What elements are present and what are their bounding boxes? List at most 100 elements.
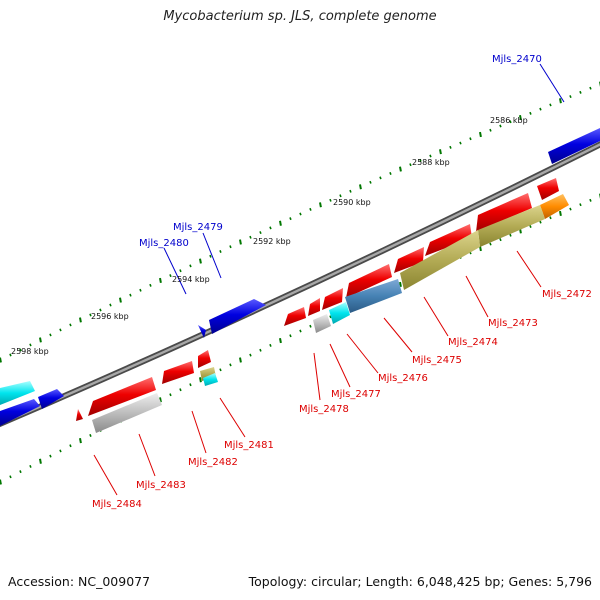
gene-r8[interactable] <box>284 307 306 326</box>
ruler-minor-tick <box>29 343 32 347</box>
scale-label: 2590 kbp <box>333 198 371 207</box>
ruler-major-tick <box>359 184 362 190</box>
ruler-minor-tick <box>179 269 182 273</box>
ruler-minor-tick <box>309 324 312 328</box>
gene-label-mjls-2470[interactable]: Mjls_2470 <box>492 54 542 65</box>
scale-label: 2588 kbp <box>412 158 450 167</box>
ruler-minor-tick <box>139 288 142 292</box>
gene-r7[interactable] <box>308 298 320 316</box>
ruler-minor-tick <box>349 189 352 193</box>
reverse-leaders <box>93 250 542 496</box>
gene-r1[interactable] <box>537 178 559 200</box>
gene-r10[interactable] <box>162 361 194 384</box>
ruler-minor-tick <box>89 433 92 437</box>
ruler-minor-tick <box>169 274 172 278</box>
ruler-minor-tick <box>509 233 512 237</box>
gene-label-mjls-2477[interactable]: Mjls_2477 <box>331 389 381 400</box>
ruler-minor-tick <box>579 90 582 94</box>
ruler-major-tick <box>279 337 282 344</box>
ruler-major-tick <box>39 337 42 343</box>
gene-mjls-2475[interactable] <box>345 279 402 313</box>
ruler-minor-tick <box>19 470 22 474</box>
ruler-minor-tick <box>269 226 272 230</box>
ruler-minor-tick <box>489 242 492 246</box>
gene-label-mjls-2476[interactable]: Mjls_2476 <box>378 373 428 384</box>
ruler-minor-tick <box>549 216 552 220</box>
ruler-minor-tick <box>579 203 582 207</box>
gene-r6[interactable] <box>322 288 343 310</box>
gene-label-mjls-2482[interactable]: Mjls_2482 <box>188 457 238 468</box>
gene-mjls-2483[interactable] <box>92 393 162 433</box>
ruler-minor-tick <box>269 343 272 347</box>
gene-left-cyan[interactable] <box>0 381 35 405</box>
ruler-minor-tick <box>109 303 112 307</box>
gene-r2[interactable] <box>476 193 532 232</box>
ruler-minor-tick <box>389 171 392 175</box>
ruler-major-tick <box>279 220 282 226</box>
gene-mjls-2480[interactable] <box>198 325 206 338</box>
ruler-minor-tick <box>259 348 262 352</box>
gene-r4[interactable] <box>394 247 424 273</box>
gene-mjls-2474[interactable] <box>400 230 480 290</box>
ruler-minor-tick <box>59 449 62 453</box>
scale-label: 2598 kbp <box>11 347 49 356</box>
forward-leaders <box>163 63 565 295</box>
gene-label-mjls-2475[interactable]: Mjls_2475 <box>412 355 462 366</box>
ruler-major-tick <box>159 277 162 284</box>
gene-left-blue-2[interactable] <box>0 399 40 426</box>
gene-label-mjls-2478[interactable]: Mjls_2478 <box>299 404 349 415</box>
scale-label: 2594 kbp <box>172 275 210 284</box>
gene-r11[interactable] <box>88 377 156 416</box>
gene-label-mjls-2484[interactable]: Mjls_2484 <box>92 499 142 510</box>
ruler-major-tick <box>559 210 562 216</box>
gene-mjls-2481[interactable] <box>203 373 218 386</box>
ruler-minor-tick <box>219 368 222 372</box>
gene-label-mjls-2474[interactable]: Mjls_2474 <box>448 337 498 348</box>
gene-label-mjls-2483[interactable]: Mjls_2483 <box>136 480 186 491</box>
ruler-minor-tick <box>329 315 332 319</box>
ruler-major-tick <box>439 149 442 155</box>
gene-r12[interactable] <box>76 409 83 421</box>
gene-mjls-2479[interactable] <box>209 299 266 334</box>
ruler-major-tick <box>0 357 2 363</box>
gene-mjls-2473[interactable] <box>478 205 545 247</box>
ruler-major-tick <box>39 458 42 464</box>
gene-label-mjls-2472[interactable]: Mjls_2472 <box>542 289 592 300</box>
ruler-minor-tick <box>299 329 302 333</box>
reverse-genes-outer <box>92 194 569 433</box>
ruler-major-tick <box>159 397 162 403</box>
gene-label-mjls-2479[interactable]: Mjls_2479 <box>173 222 223 233</box>
ruler-minor-tick <box>549 103 552 107</box>
scale-label: 2592 kbp <box>253 237 291 246</box>
ruler-minor-tick <box>229 245 232 249</box>
ruler-minor-tick <box>539 220 542 224</box>
ruler-major-tick <box>239 239 242 245</box>
gene-label-mjls-2480[interactable]: Mjls_2480 <box>139 238 189 249</box>
ruler-minor-tick <box>339 194 342 198</box>
ruler-minor-tick <box>529 111 532 115</box>
ruler-major-tick <box>319 202 322 208</box>
ruler-minor-tick <box>309 207 312 211</box>
ruler-major-tick <box>79 317 82 323</box>
gene-r5[interactable] <box>346 264 392 298</box>
scale-label: 2596 kbp <box>91 312 129 321</box>
ruler-minor-tick <box>589 198 592 202</box>
ruler-minor-tick <box>499 124 502 128</box>
genome-title: Mycobacterium sp. JLS, complete genome <box>163 9 437 24</box>
gene-mjls-2472[interactable] <box>540 194 569 219</box>
ruler-minor-tick <box>149 283 152 287</box>
ruler-minor-tick <box>179 388 182 392</box>
gene-mjls-2477[interactable] <box>313 314 331 333</box>
gene-label-mjls-2473[interactable]: Mjls_2473 <box>488 318 538 329</box>
gene-left-blue-1[interactable] <box>38 389 64 409</box>
scale-ruler <box>0 81 600 485</box>
gene-mjls-2476[interactable] <box>329 302 350 324</box>
reverse-genes-inner <box>76 178 559 421</box>
gene-r3[interactable] <box>425 224 472 256</box>
scale-labels: 2586 kbp 2588 kbp 2590 kbp 2592 kbp 2594… <box>11 116 528 356</box>
gene-label-mjls-2481[interactable]: Mjls_2481 <box>224 440 274 451</box>
gene-mjls-2470[interactable] <box>548 128 600 164</box>
gene-r9[interactable] <box>198 350 211 368</box>
ruler-minor-tick <box>249 353 252 357</box>
